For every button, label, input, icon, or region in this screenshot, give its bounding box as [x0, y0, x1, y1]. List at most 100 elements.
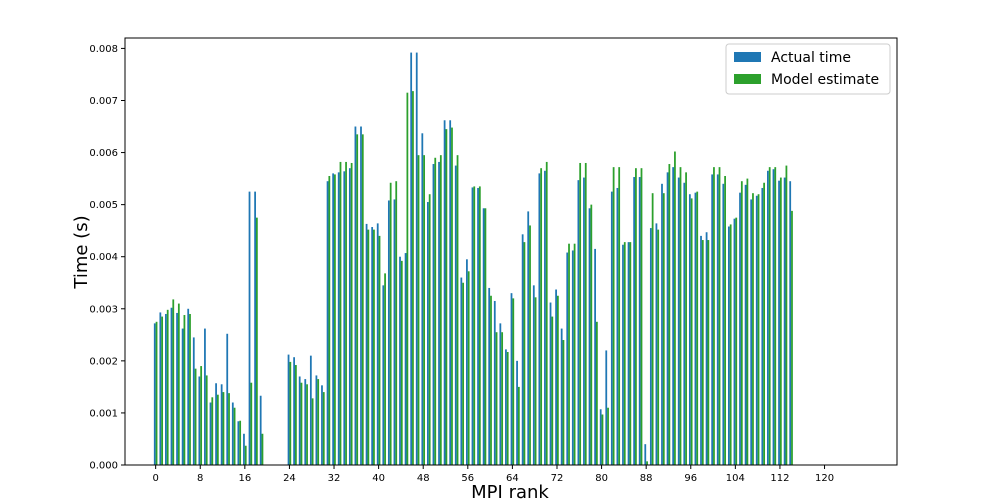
y-tick-label: 0.002 [89, 356, 118, 367]
bar-actual-time-106 [744, 184, 747, 465]
bar-model-estimate-64 [512, 298, 515, 465]
bar-actual-time-39 [371, 227, 374, 465]
bar-actual-time-46 [410, 52, 413, 465]
bar-actual-time-15 [237, 421, 240, 465]
y-tick-label: 0.005 [89, 200, 118, 211]
bar-actual-time-43 [393, 199, 396, 465]
bar-actual-time-2 [165, 313, 167, 465]
bar-model-estimate-107 [752, 193, 754, 465]
bar-actual-time-33 [337, 172, 340, 465]
bar-actual-time-75 [571, 250, 574, 465]
bar-actual-time-40 [376, 223, 379, 465]
y-tick-label: 0.007 [89, 96, 118, 107]
bar-actual-time-53 [449, 120, 452, 465]
bar-actual-time-18 [254, 191, 256, 465]
bar-actual-time-74 [566, 252, 569, 465]
x-tick-label: 72 [551, 473, 564, 484]
bar-actual-time-67 [527, 211, 530, 465]
bar-model-estimate-18 [255, 217, 258, 465]
bar-model-estimate-67 [529, 225, 531, 465]
bar-model-estimate-36 [356, 134, 359, 465]
bar-actual-time-58 [477, 187, 479, 465]
x-tick-label: 48 [417, 473, 430, 484]
bar-model-estimate-76 [579, 162, 582, 466]
bar-model-estimate-41 [384, 273, 386, 465]
bar-actual-time-109 [761, 187, 764, 465]
bar-model-estimate-12 [222, 392, 225, 465]
bar-model-estimate-79 [596, 321, 598, 465]
bar-model-estimate-15 [239, 420, 242, 465]
y-tick-label: 0.008 [89, 44, 118, 55]
bar-model-estimate-16 [244, 445, 247, 465]
bar-model-estimate-102 [724, 175, 726, 466]
bar-actual-time-3 [170, 307, 173, 465]
bar-actual-time-10 [209, 402, 212, 465]
bar-model-estimate-52 [445, 129, 448, 465]
bar-actual-time-63 [505, 349, 507, 465]
bar-model-estimate-13 [228, 393, 230, 465]
bar-model-estimate-100 [713, 167, 715, 465]
bar-actual-time-84 [622, 244, 624, 465]
bar-actual-time-7 [192, 337, 195, 465]
bar-model-estimate-26 [300, 382, 303, 465]
bar-actual-time-78 [588, 208, 591, 465]
bar-actual-time-51 [438, 161, 440, 465]
bar-model-estimate-42 [389, 182, 392, 465]
bar-model-estimate-104 [735, 217, 738, 465]
bar-actual-time-68 [532, 285, 535, 465]
bar-model-estimate-78 [590, 204, 593, 465]
bar-model-estimate-2 [166, 309, 169, 465]
bar-model-estimate-99 [707, 240, 710, 465]
bar-model-estimate-55 [462, 282, 465, 465]
bar-actual-time-92 [666, 172, 669, 465]
bar-model-estimate-39 [373, 229, 375, 465]
bar-model-estimate-58 [478, 186, 481, 465]
bar-actual-time-47 [415, 52, 418, 465]
bar-actual-time-87 [638, 177, 641, 466]
x-tick-label: 8 [197, 473, 203, 484]
bar-model-estimate-86 [635, 168, 637, 465]
x-axis-label: MPI rank [471, 482, 549, 500]
legend-swatch-model-estimate [734, 74, 761, 84]
bar-model-estimate-114 [791, 210, 793, 465]
bar-actual-time-32 [332, 173, 335, 465]
bar-actual-time-98 [700, 235, 702, 465]
bar-model-estimate-3 [172, 299, 175, 465]
x-tick-label: 112 [770, 473, 789, 484]
bar-model-estimate-111 [774, 167, 777, 465]
bar-model-estimate-38 [367, 229, 370, 465]
bar-actual-time-41 [382, 285, 385, 465]
bar-model-estimate-72 [556, 295, 559, 465]
bar-model-estimate-49 [428, 194, 431, 465]
bar-actual-time-91 [661, 183, 663, 466]
bar-actual-time-49 [427, 202, 429, 465]
bar-model-estimate-54 [456, 155, 459, 465]
bar-actual-time-95 [683, 182, 686, 465]
bar-actual-time-17 [248, 191, 251, 465]
bar-actual-time-16 [243, 433, 245, 465]
bar-model-estimate-81 [607, 407, 609, 465]
bar-actual-time-110 [767, 170, 769, 466]
bar-model-estimate-56 [467, 271, 470, 465]
bar-actual-time-61 [493, 300, 496, 465]
bar-actual-time-72 [555, 289, 557, 465]
bar-model-estimate-73 [562, 340, 565, 465]
bar-model-estimate-69 [540, 168, 543, 465]
bar-actual-time-25 [293, 357, 295, 465]
y-tick-label: 0.006 [89, 148, 118, 159]
bar-actual-time-71 [549, 302, 552, 465]
bar-actual-time-93 [672, 167, 675, 465]
y-axis-label: Time (s) [71, 215, 92, 289]
bar-model-estimate-74 [568, 243, 570, 465]
bar-actual-time-82 [610, 191, 613, 465]
bar-actual-time-86 [633, 177, 636, 466]
bar-model-estimate-1 [161, 316, 164, 465]
bar-model-estimate-89 [651, 193, 654, 465]
bar-model-estimate-91 [662, 193, 665, 465]
bar-actual-time-112 [778, 180, 780, 465]
bar-model-estimate-34 [345, 161, 347, 465]
legend-label-actual-time: Actual time [771, 50, 851, 66]
x-tick-label: 104 [726, 473, 745, 484]
y-tick-label: 0.004 [89, 252, 118, 263]
